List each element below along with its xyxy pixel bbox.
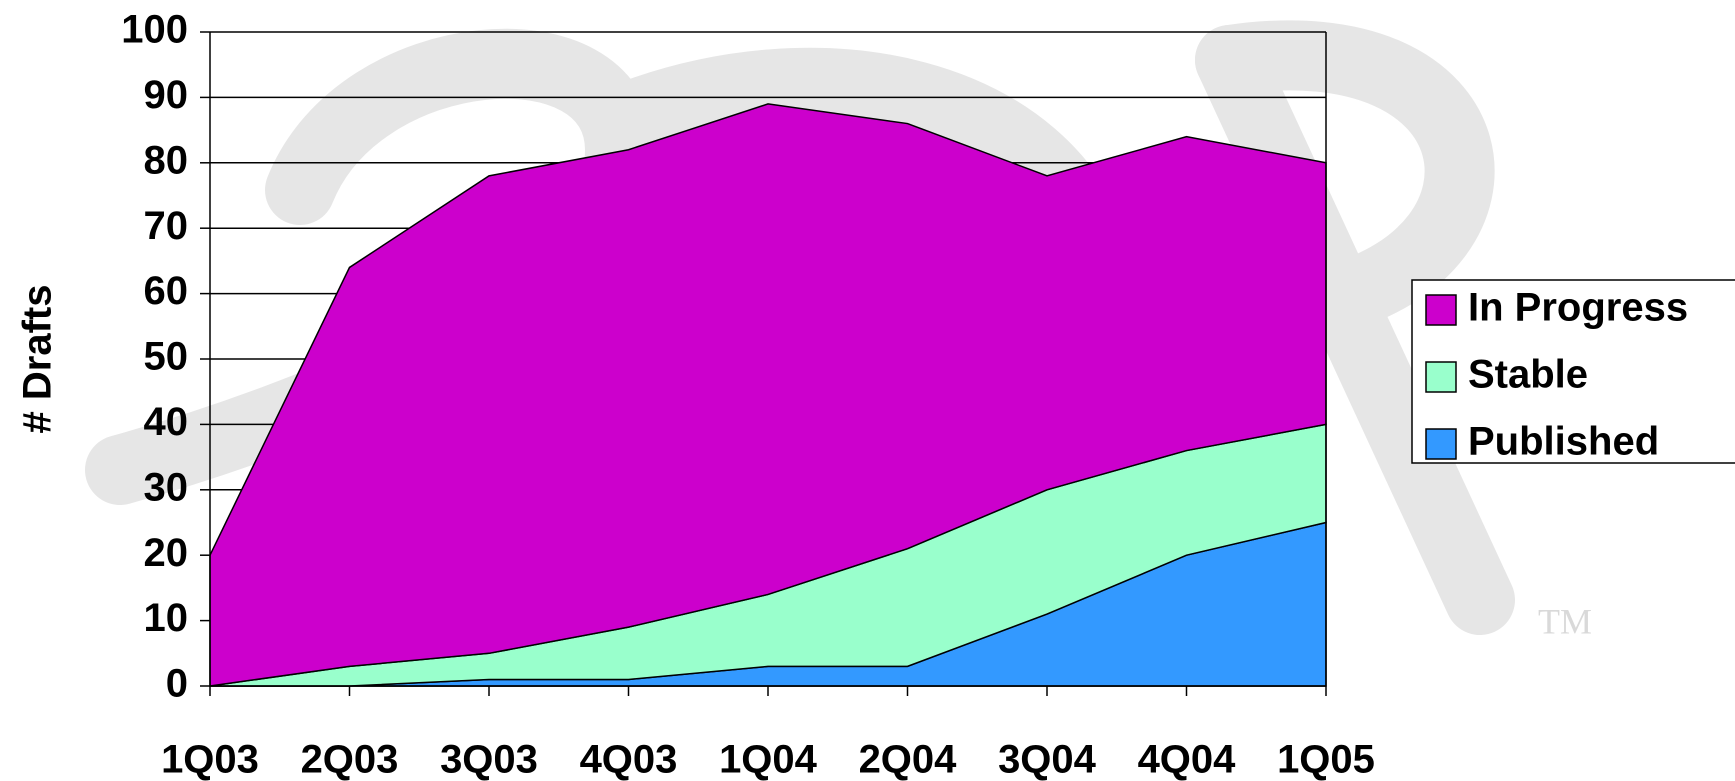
x-tick-label: 2Q03 (301, 738, 399, 781)
y-tick-label: 100 (121, 8, 188, 52)
y-tick-label: 10 (144, 596, 189, 640)
y-tick-label: 80 (144, 138, 189, 182)
chart: TM # Drafts 0 10 20 30 40 50 60 70 80 90 100 1Q03 2Q… (0, 0, 1735, 781)
y-tick-label: 70 (144, 204, 189, 248)
legend-label: In Progress (1468, 286, 1688, 330)
legend-swatch (1426, 362, 1456, 392)
x-tick-label: 4Q03 (580, 738, 678, 781)
legend-swatch (1426, 295, 1456, 325)
y-tick-label: 90 (144, 73, 189, 117)
y-axis-title: # Drafts (16, 285, 60, 434)
watermark-text: TM (1538, 601, 1592, 641)
y-tick-label: 0 (166, 662, 188, 706)
y-tick-label: 60 (144, 269, 189, 313)
x-tick-label: 3Q03 (440, 738, 538, 781)
y-tick-label: 20 (144, 531, 189, 575)
legend-label: Stable (1468, 353, 1588, 397)
legend-label: Published (1468, 420, 1659, 464)
y-tick-label: 50 (144, 335, 189, 379)
x-tick-label: 1Q05 (1277, 738, 1375, 781)
x-tick-label: 2Q04 (859, 738, 958, 781)
x-tick-label: 1Q04 (719, 738, 818, 781)
y-tick-label: 40 (144, 400, 189, 444)
y-tick-label: 30 (144, 465, 189, 509)
x-tick-label: 3Q04 (998, 738, 1097, 781)
x-tick-label: 1Q03 (161, 738, 259, 781)
x-tick-label: 4Q04 (1138, 738, 1237, 781)
legend-swatch (1426, 429, 1456, 459)
